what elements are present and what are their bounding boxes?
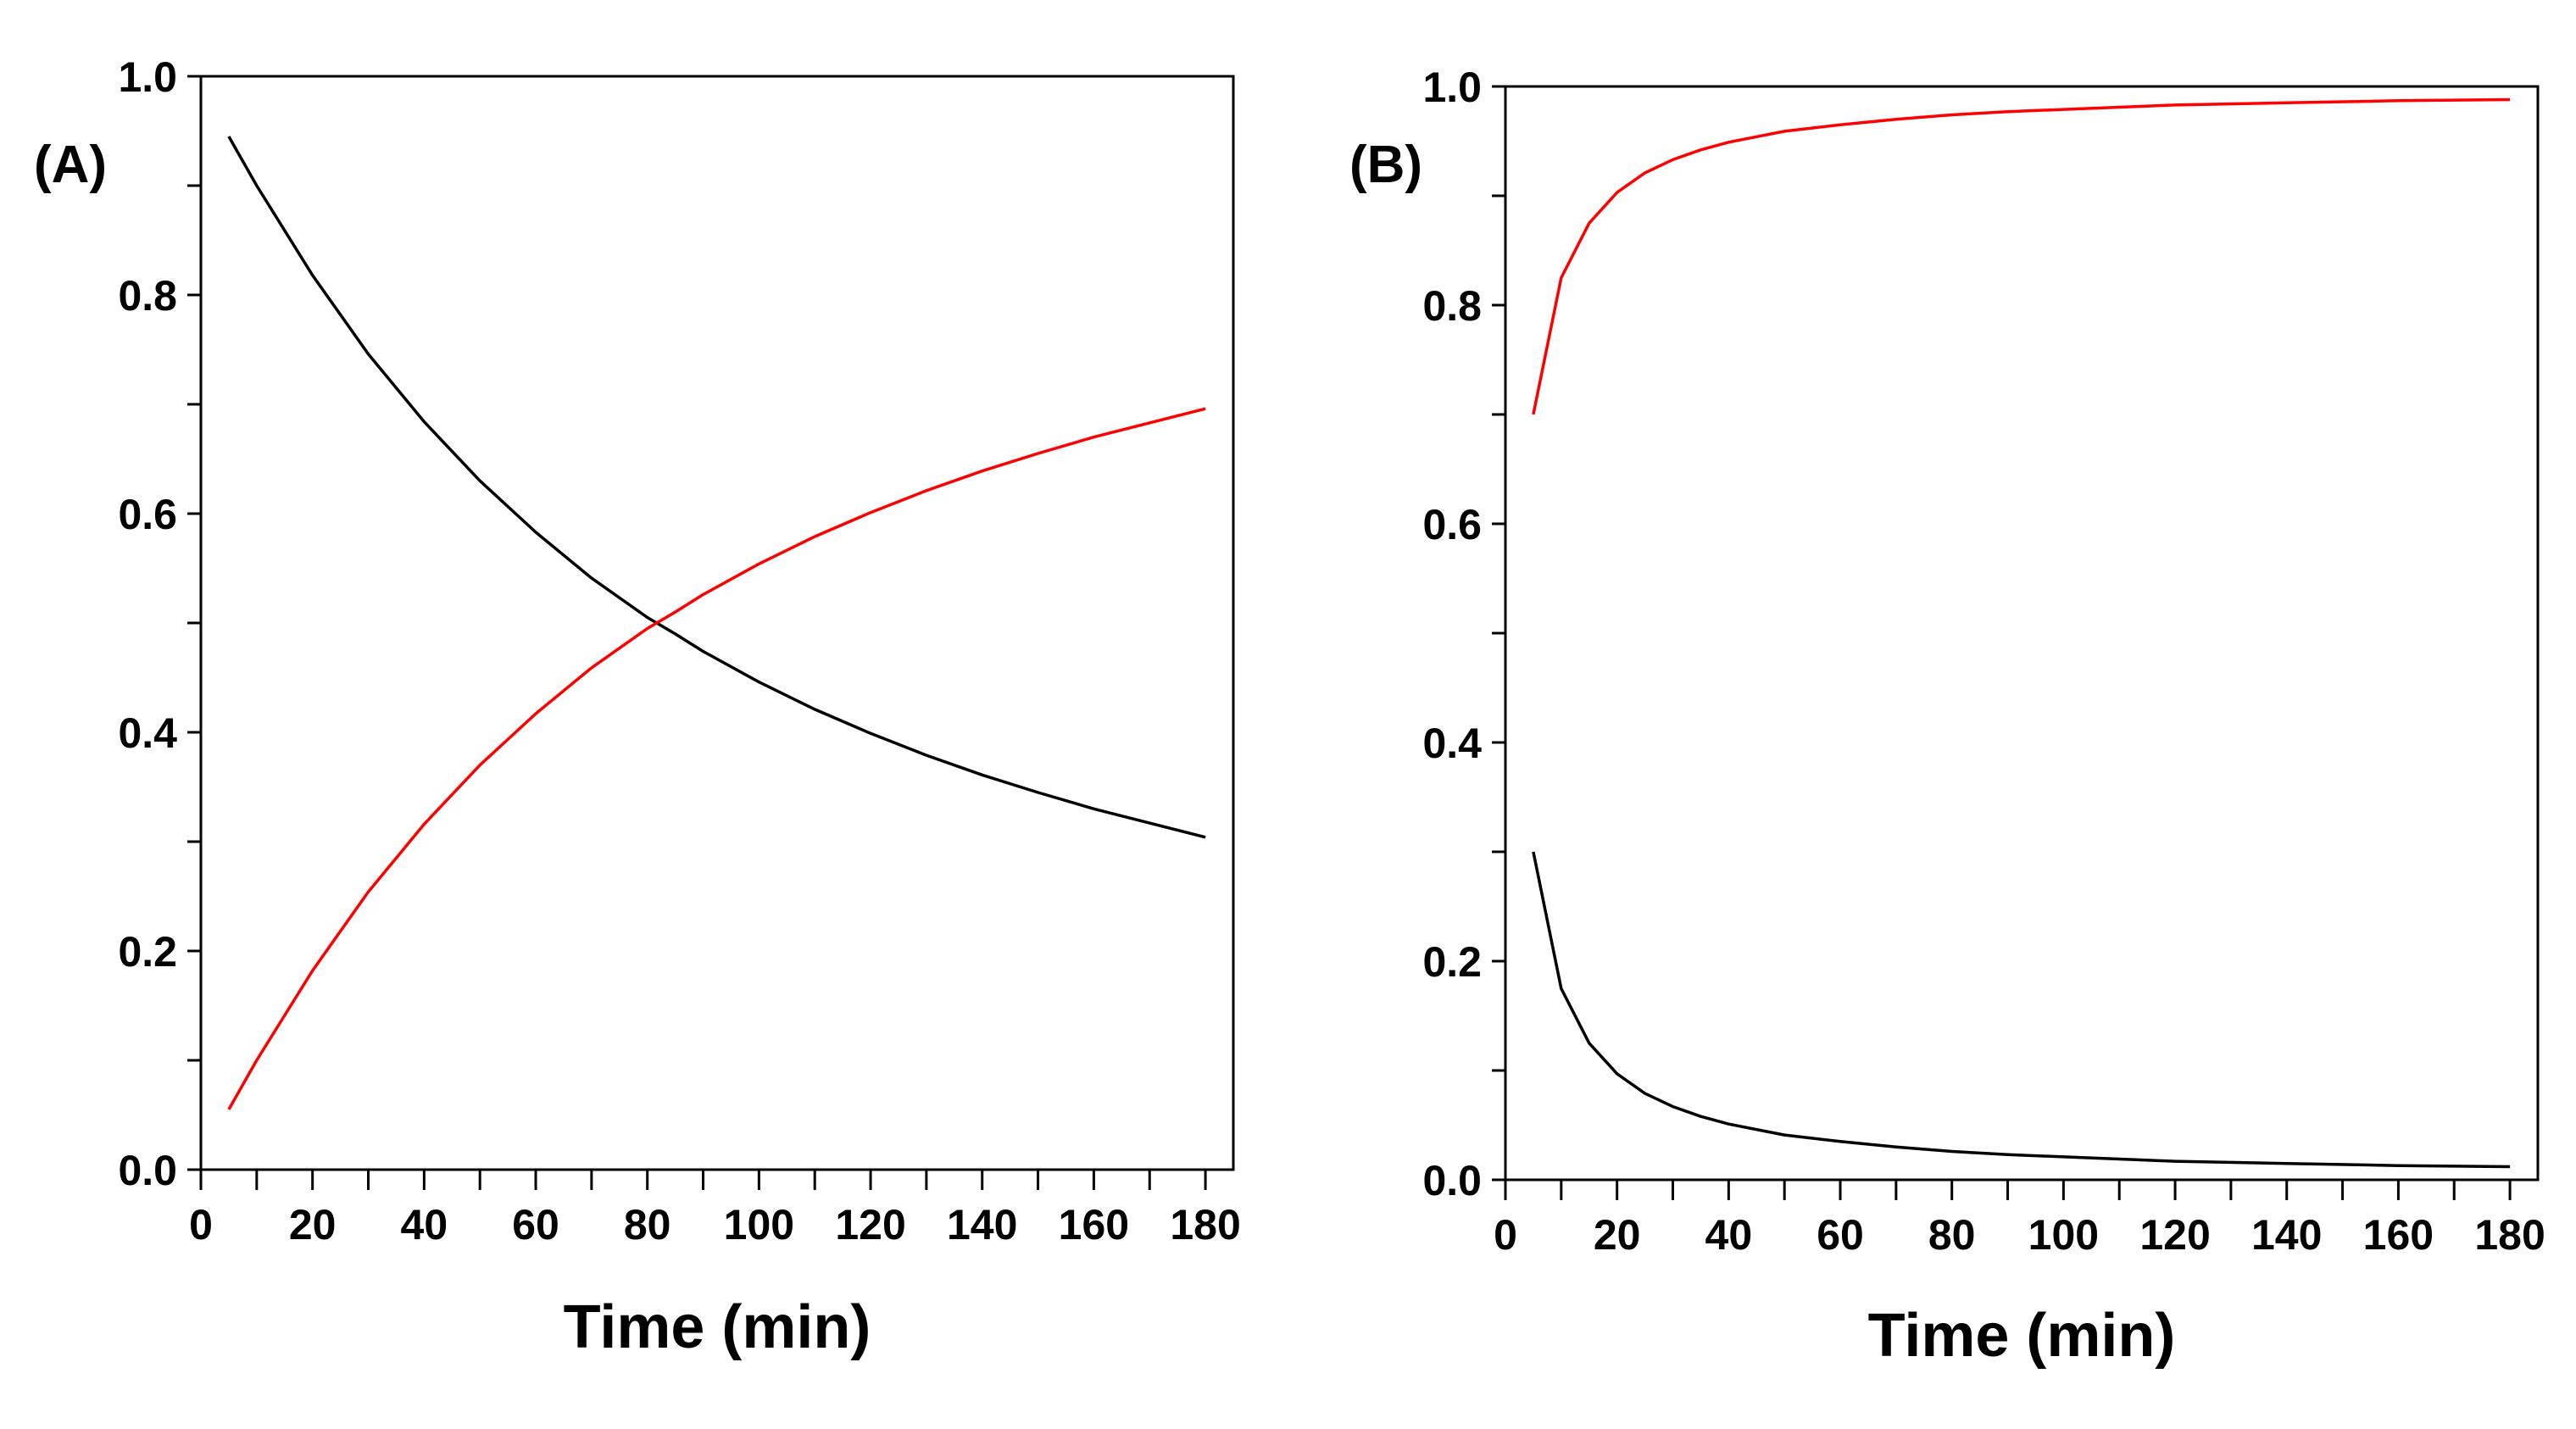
y-tick-label-b-5: 1.0 <box>1422 64 1482 111</box>
y-tick-label-a-4: 0.8 <box>118 272 177 320</box>
x-tick-label-b-8: 160 <box>2363 1211 2434 1259</box>
x-ticks-a: 0 20 40 60 80 100 120 140 160 180 <box>189 1170 1241 1248</box>
x-tick-label-a-9: 180 <box>1170 1201 1240 1248</box>
x-ticks-b: 0 20 40 60 80 100 120 140 160 180 <box>1494 1180 2545 1259</box>
x-tick-label-a-7: 140 <box>947 1201 1017 1248</box>
y-tick-label-a-1: 0.2 <box>118 928 177 976</box>
y-ticks-a: 0.0 0.2 0.4 0.6 0.8 1.0 <box>118 53 201 1194</box>
x-tick-label-b-6: 120 <box>2139 1211 2210 1259</box>
x-tick-label-b-0: 0 <box>1494 1211 1517 1259</box>
x-tick-label-b-3: 60 <box>1817 1211 1864 1259</box>
y-tick-label-b-3: 0.6 <box>1422 501 1482 548</box>
y-tick-label-b-2: 0.4 <box>1422 720 1482 767</box>
panel-label-a: (A) <box>34 136 107 194</box>
x-tick-label-a-1: 20 <box>289 1201 337 1248</box>
panel-b: (B) 0.0 0.2 0.4 0.6 0.8 1.0 0 20 40 60 80 100 120 14… <box>1349 64 2545 1370</box>
series-line-a-red <box>227 407 1206 1110</box>
x-tick-label-a-8: 160 <box>1059 1201 1129 1248</box>
x-axis-label-b: Time (min) <box>1868 1302 2176 1370</box>
x-tick-label-b-1: 20 <box>1594 1211 1641 1259</box>
series-b <box>1532 97 2511 1169</box>
y-tick-label-b-4: 0.8 <box>1422 282 1482 330</box>
plot-frame-a <box>199 75 1235 1171</box>
x-tick-label-a-2: 40 <box>401 1201 448 1248</box>
y-tick-label-a-0: 0.0 <box>118 1147 177 1194</box>
x-tick-label-a-3: 60 <box>512 1201 559 1248</box>
plot-frame-b <box>1504 85 2540 1182</box>
x-tick-label-a-4: 80 <box>624 1201 671 1248</box>
y-tick-label-b-1: 0.2 <box>1422 938 1482 986</box>
x-tick-label-b-4: 80 <box>1928 1211 1976 1259</box>
y-tick-label-a-2: 0.4 <box>118 709 177 757</box>
series-line-b-black <box>1532 851 2511 1169</box>
x-tick-label-b-9: 180 <box>2474 1211 2545 1259</box>
y-tick-label-a-5: 1.0 <box>118 53 177 101</box>
x-tick-label-b-7: 140 <box>2251 1211 2322 1259</box>
x-tick-label-b-5: 100 <box>2028 1211 2099 1259</box>
series-line-a-black <box>227 136 1206 839</box>
y-ticks-b: 0.0 0.2 0.4 0.6 0.8 1.0 <box>1422 64 1505 1204</box>
y-tick-label-a-3: 0.6 <box>118 491 177 538</box>
series-a <box>227 136 1206 1110</box>
series-line-b-red <box>1532 97 2511 415</box>
panel-a: (A) 0.0 0.2 0.4 0.6 0.8 1.0 0 20 40 60 80 100 120 14… <box>34 53 1241 1361</box>
y-tick-label-b-0: 0.0 <box>1422 1157 1482 1204</box>
x-axis-label-a: Time (min) <box>564 1293 871 1361</box>
panel-label-b: (B) <box>1349 136 1422 194</box>
x-tick-label-a-5: 100 <box>724 1201 794 1248</box>
x-tick-label-a-6: 120 <box>835 1201 905 1248</box>
x-tick-label-a-0: 0 <box>189 1201 213 1248</box>
x-tick-label-b-2: 40 <box>1705 1211 1753 1259</box>
